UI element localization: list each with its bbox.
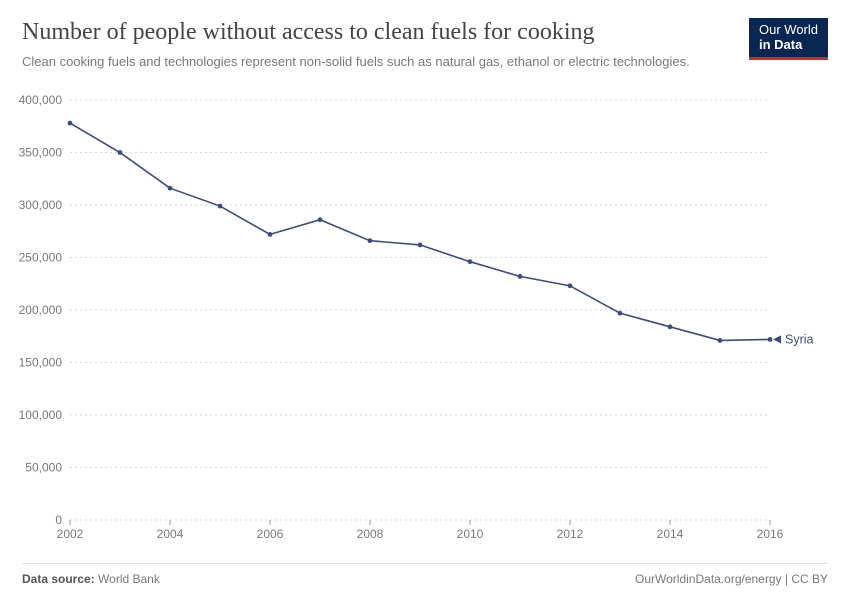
data-point bbox=[668, 324, 673, 329]
data-point bbox=[468, 259, 473, 264]
chart-footer: Data source: World Bank OurWorldinData.o… bbox=[22, 563, 828, 586]
data-point bbox=[418, 243, 423, 248]
x-axis-label: 2002 bbox=[57, 527, 84, 541]
data-point bbox=[268, 232, 273, 237]
data-point bbox=[218, 204, 223, 209]
data-point bbox=[618, 311, 623, 316]
y-axis-label: 300,000 bbox=[19, 198, 63, 212]
y-axis-label: 100,000 bbox=[19, 408, 63, 422]
data-point bbox=[318, 217, 323, 222]
data-point bbox=[568, 283, 573, 288]
x-axis-label: 2010 bbox=[457, 527, 484, 541]
data-point bbox=[168, 186, 173, 191]
y-axis-label: 350,000 bbox=[19, 146, 63, 160]
y-axis-label: 250,000 bbox=[19, 251, 63, 265]
source-label: Data source: bbox=[22, 572, 95, 586]
x-axis-label: 2012 bbox=[557, 527, 584, 541]
y-axis-label: 50,000 bbox=[25, 461, 62, 475]
y-axis-label: 150,000 bbox=[19, 356, 63, 370]
data-point bbox=[68, 121, 73, 126]
x-axis-label: 2004 bbox=[157, 527, 184, 541]
series-line bbox=[70, 123, 770, 340]
x-axis-label: 2008 bbox=[357, 527, 384, 541]
series-end-arrow bbox=[773, 335, 781, 343]
series-label: Syria bbox=[785, 332, 814, 346]
line-chart: 0 50,000 100,000 150,000 200,000 250,000 300,0… bbox=[0, 0, 850, 600]
y-axis-label: 0 bbox=[55, 513, 62, 527]
data-point bbox=[518, 274, 523, 279]
data-point bbox=[718, 338, 723, 343]
x-axis-label: 2016 bbox=[757, 527, 784, 541]
y-axis-label: 200,000 bbox=[19, 303, 63, 317]
data-point bbox=[368, 238, 373, 243]
data-point bbox=[768, 337, 773, 342]
x-axis-label: 2006 bbox=[257, 527, 284, 541]
data-source: Data source: World Bank bbox=[22, 572, 160, 586]
source-value: World Bank bbox=[98, 572, 160, 586]
credit-text: OurWorldinData.org/energy | CC BY bbox=[635, 572, 828, 586]
data-point bbox=[118, 150, 123, 155]
y-axis-label: 400,000 bbox=[19, 93, 63, 107]
x-axis-label: 2014 bbox=[657, 527, 684, 541]
